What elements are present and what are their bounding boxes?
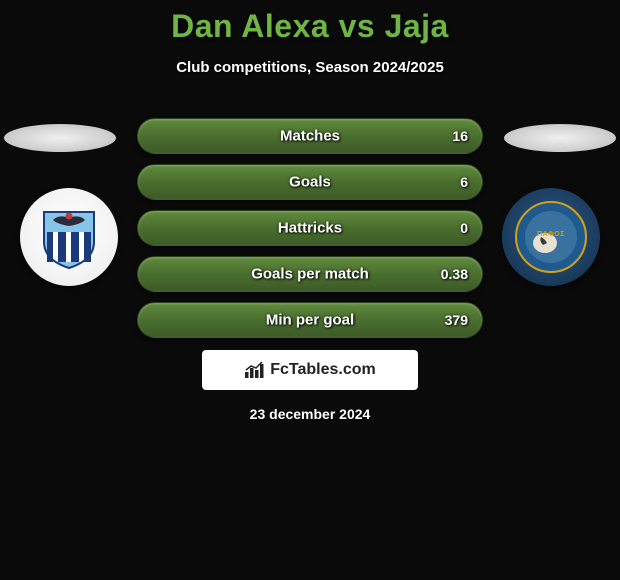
stat-row-goals-per-match: Goals per match 0.38 [137, 256, 483, 292]
stat-label: Min per goal [266, 312, 354, 329]
player-left-ellipse [4, 124, 116, 152]
player-right-ellipse [504, 124, 616, 152]
footer-brand-text: FcTables.com [270, 361, 376, 379]
stat-value-right: 0 [460, 220, 468, 236]
bar-chart-icon [244, 361, 266, 379]
footer-brand: FcTables.com [244, 361, 376, 379]
stat-value-right: 16 [452, 128, 468, 144]
season-subtitle: Club competitions, Season 2024/2025 [0, 59, 620, 76]
team-right-badge: ΠΑΦΟΣ [502, 188, 600, 286]
page-title: Dan Alexa vs Jaja [0, 0, 620, 45]
team-right-text: ΠΑΦΟΣ [537, 231, 565, 238]
stat-row-matches: Matches 16 [137, 118, 483, 154]
stat-row-min-per-goal: Min per goal 379 [137, 302, 483, 338]
stat-label: Matches [280, 128, 340, 145]
stat-value-right: 0.38 [441, 266, 468, 282]
stat-label: Hattricks [278, 220, 342, 237]
stat-value-right: 6 [460, 174, 468, 190]
stat-value-right: 379 [445, 312, 468, 328]
stat-row-goals: Goals 6 [137, 164, 483, 200]
stat-row-hattricks: Hattricks 0 [137, 210, 483, 246]
team-right-crest-icon: ΠΑΦΟΣ [515, 201, 587, 273]
stat-label: Goals [289, 174, 331, 191]
stats-column: Matches 16 Goals 6 Hattricks 0 Goals per… [137, 118, 483, 348]
date-text: 23 december 2024 [250, 406, 371, 422]
stat-label: Goals per match [251, 266, 369, 283]
footer-brand-box[interactable]: FcTables.com [202, 350, 418, 390]
team-left-badge [20, 188, 118, 286]
team-left-shield-icon [39, 204, 99, 270]
